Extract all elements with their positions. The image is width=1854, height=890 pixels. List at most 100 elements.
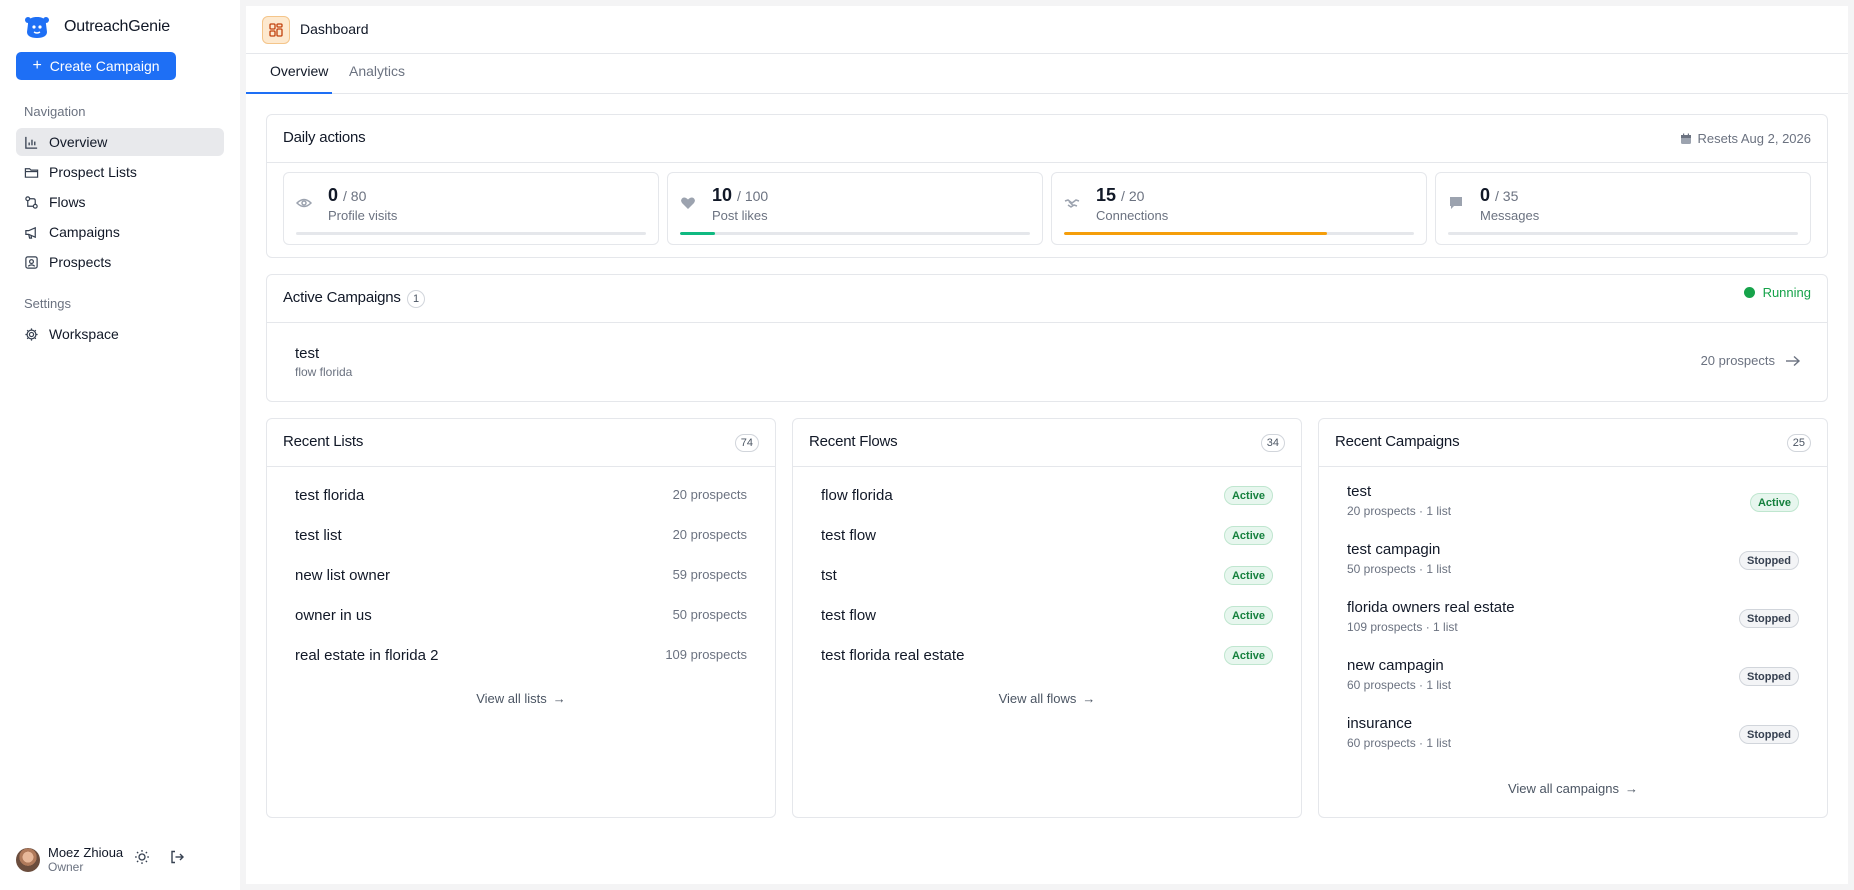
metric-messages: 0 / 35 Messages bbox=[1435, 172, 1811, 245]
sidebar-item-campaigns[interactable]: Campaigns bbox=[16, 218, 224, 246]
metric-value: 10 / 100 bbox=[712, 185, 769, 205]
card-header: Recent Campaigns 25 bbox=[1319, 419, 1827, 467]
flow-name: test flow bbox=[821, 527, 877, 544]
campaign-flow: flow florida bbox=[295, 365, 353, 379]
nav-section-label: Navigation bbox=[24, 104, 86, 119]
list-item[interactable]: insurance 60 prospects · 1 list Stopped bbox=[1319, 715, 1827, 759]
card-header: Active Campaigns 1 Running bbox=[267, 275, 1827, 323]
list-item[interactable]: new campagin 60 prospects · 1 list Stopp… bbox=[1319, 657, 1827, 701]
view-all-campaigns-link[interactable]: View all campaigns → bbox=[1507, 781, 1639, 796]
campaign-name: insurance bbox=[1347, 715, 1413, 732]
view-all-flows-link[interactable]: View all flows → bbox=[998, 691, 1096, 706]
status-badge: Active bbox=[1749, 493, 1799, 512]
campaign-meta: 50 prospects · 1 list bbox=[1347, 562, 1452, 576]
sidebar-item-workspace[interactable]: Workspace bbox=[16, 320, 224, 348]
handshake-icon bbox=[1064, 199, 1080, 208]
list-item[interactable]: new list owner 59 prospects bbox=[267, 563, 775, 593]
sidebar: OutreachGenie + Create Campaign Navigati… bbox=[0, 0, 240, 890]
logout-icon[interactable] bbox=[169, 849, 185, 865]
user-profile[interactable]: Moez Zhioua Owner bbox=[16, 845, 123, 875]
list-name: new list owner bbox=[295, 567, 391, 584]
list-item[interactable]: test florida real estate Active bbox=[793, 643, 1301, 673]
bar-chart-icon bbox=[25, 136, 38, 149]
view-all-lists-link[interactable]: View all lists → bbox=[476, 691, 566, 706]
tab-overview[interactable]: Overview bbox=[246, 54, 332, 94]
contact-icon bbox=[25, 255, 38, 269]
campaign-name: florida owners real estate bbox=[1347, 599, 1515, 616]
campaign-name: test bbox=[1347, 483, 1372, 500]
metric-label: Profile visits bbox=[328, 208, 398, 223]
sidebar-item-label: Prospect Lists bbox=[49, 164, 137, 180]
metric-label: Connections bbox=[1096, 208, 1169, 223]
card-title: Recent Flows bbox=[809, 433, 898, 450]
card-title: Recent Lists bbox=[283, 433, 364, 450]
recent-lists-card: Recent Lists 74 test florida 20 prospect… bbox=[266, 418, 776, 818]
list-item[interactable]: test campagin 50 prospects · 1 list Stop… bbox=[1319, 541, 1827, 585]
recent-flows-card: Recent Flows 34 flow florida Active test… bbox=[792, 418, 1302, 818]
list-item[interactable]: test flow Active bbox=[793, 603, 1301, 633]
status-badge: Stopped bbox=[1739, 725, 1799, 744]
resets-text: Resets Aug 2, 2026 bbox=[1697, 131, 1811, 146]
count-badge: 74 bbox=[734, 434, 759, 452]
progress-bar bbox=[680, 232, 1030, 235]
sidebar-item-prospect-lists[interactable]: Prospect Lists bbox=[16, 158, 224, 186]
message-icon bbox=[1450, 197, 1462, 209]
metric-label: Messages bbox=[1480, 208, 1540, 223]
list-item[interactable]: flow florida Active bbox=[793, 483, 1301, 513]
campaign-name: test campagin bbox=[1347, 541, 1441, 558]
sidebar-item-label: Prospects bbox=[49, 254, 112, 270]
metric-label: Post likes bbox=[712, 208, 768, 223]
sidebar-item-flows[interactable]: Flows bbox=[16, 188, 224, 216]
status-dot bbox=[1743, 287, 1755, 298]
metric-post-likes: 10 / 100 Post likes bbox=[667, 172, 1043, 245]
list-name: real estate in florida 2 bbox=[295, 647, 439, 664]
sun-icon[interactable] bbox=[134, 849, 150, 865]
list-name: test list bbox=[295, 527, 342, 544]
sidebar-item-overview[interactable]: Overview bbox=[16, 128, 224, 156]
list-item[interactable]: test florida 20 prospects bbox=[267, 483, 775, 513]
list-item[interactable]: test 20 prospects · 1 list Active bbox=[1319, 483, 1827, 527]
resets-info: Resets Aug 2, 2026 bbox=[1680, 131, 1811, 146]
count-badge: 1 bbox=[407, 290, 426, 308]
card-title: Daily actions bbox=[283, 129, 366, 146]
sidebar-item-label: Flows bbox=[49, 194, 86, 210]
list-count: 50 prospects bbox=[672, 607, 747, 622]
list-item[interactable]: tst Active bbox=[793, 563, 1301, 593]
campaign-meta: 20 prospects · 1 list bbox=[1347, 504, 1452, 518]
campaign-name: test bbox=[295, 345, 320, 362]
flow-name: tst bbox=[821, 567, 837, 584]
arrow-right-icon: → bbox=[1625, 781, 1639, 796]
progress-bar bbox=[296, 232, 646, 235]
list-item[interactable]: real estate in florida 2 109 prospects bbox=[267, 643, 775, 673]
sidebar-item-prospects[interactable]: Prospects bbox=[16, 248, 224, 276]
page-title: Dashboard bbox=[300, 21, 369, 37]
card-header: Daily actions Resets Aug 2, 2026 bbox=[267, 115, 1827, 163]
flow-name: test florida real estate bbox=[821, 647, 965, 664]
plus-icon: + bbox=[32, 57, 42, 74]
dashboard-icon bbox=[262, 16, 290, 44]
count-badge: 25 bbox=[1786, 434, 1811, 452]
brand[interactable]: OutreachGenie bbox=[24, 14, 170, 40]
sidebar-item-label: Overview bbox=[49, 134, 108, 150]
folder-icon bbox=[24, 167, 39, 178]
campaign-meta: 60 prospects · 1 list bbox=[1347, 736, 1452, 750]
campaign-prospects: 20 prospects bbox=[1701, 353, 1801, 368]
list-item[interactable]: test flow Active bbox=[793, 523, 1301, 553]
metric-value: 15 / 20 bbox=[1096, 185, 1145, 205]
list-item[interactable]: test list 20 prospects bbox=[267, 523, 775, 553]
status-badge: Stopped bbox=[1739, 551, 1799, 570]
create-campaign-button[interactable]: + Create Campaign bbox=[16, 52, 176, 80]
eye-icon bbox=[296, 198, 312, 208]
metric-value: 0 / 80 bbox=[328, 185, 367, 205]
megaphone-icon bbox=[25, 226, 36, 239]
list-item[interactable]: owner in us 50 prospects bbox=[267, 603, 775, 633]
active-campaign-row[interactable]: test flow florida 20 prospects bbox=[267, 323, 1827, 401]
tab-analytics[interactable]: Analytics bbox=[349, 63, 406, 79]
metric-profile-visits: 0 / 80 Profile visits bbox=[283, 172, 659, 245]
status-badge: Stopped bbox=[1739, 667, 1799, 686]
status-text: Running bbox=[1762, 285, 1811, 300]
genie-logo-icon bbox=[25, 17, 49, 38]
list-item[interactable]: florida owners real estate 109 prospects… bbox=[1319, 599, 1827, 643]
status-badge: Stopped bbox=[1739, 609, 1799, 628]
status-badge: Active bbox=[1223, 606, 1273, 625]
